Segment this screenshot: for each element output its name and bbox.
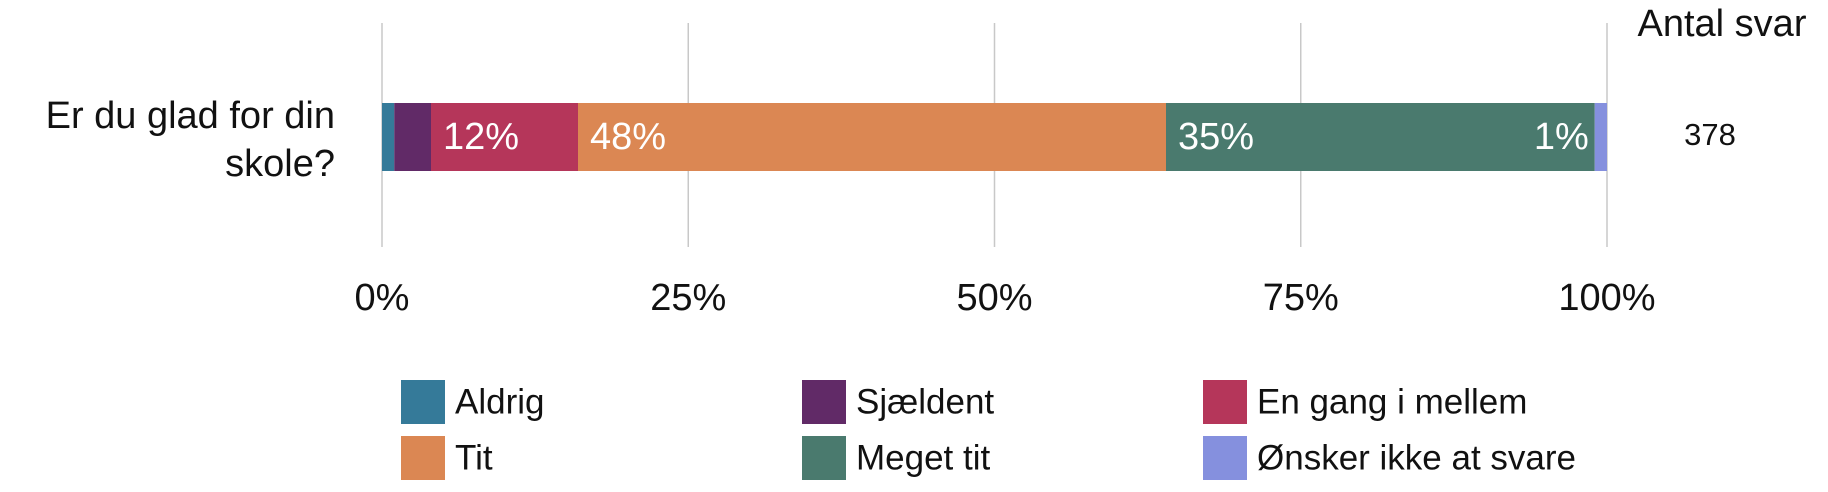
- legend-label: En gang i mellem: [1257, 382, 1527, 421]
- bar-segment: [578, 103, 1166, 171]
- x-tick-label: 0%: [355, 277, 410, 319]
- bar-segment: [431, 103, 578, 171]
- bar-segment: [1166, 103, 1595, 171]
- legend-swatch: [802, 436, 846, 480]
- value-label: 35%: [1178, 116, 1254, 158]
- legend-label: Aldrig: [455, 382, 544, 421]
- x-tick-label: 100%: [1558, 277, 1655, 319]
- x-tick-label: 25%: [650, 277, 726, 319]
- x-tick-label: 50%: [956, 277, 1032, 319]
- legend-label: Tit: [455, 438, 493, 477]
- count-value: 378: [1684, 117, 1736, 152]
- value-label: 12%: [443, 116, 519, 158]
- legend-swatch: [401, 436, 445, 480]
- bar-segment: [1594, 103, 1607, 171]
- legend-label: Meget tit: [856, 438, 990, 477]
- legend-swatch: [802, 380, 846, 424]
- legend-swatch: [401, 380, 445, 424]
- bar-segment: [382, 103, 395, 171]
- category-label: Er du glad for din skole?: [45, 95, 335, 185]
- legend-swatch: [1203, 436, 1247, 480]
- legend-label: Ønsker ikke at svare: [1257, 438, 1576, 477]
- count-header: Antal svar: [1638, 3, 1807, 45]
- value-label: 1%: [1534, 116, 1589, 158]
- value-label: 48%: [590, 116, 666, 158]
- legend-swatch: [1203, 380, 1247, 424]
- bar-segment: [394, 103, 431, 171]
- x-tick-label: 75%: [1263, 277, 1339, 319]
- legend-label: Sjældent: [856, 382, 994, 421]
